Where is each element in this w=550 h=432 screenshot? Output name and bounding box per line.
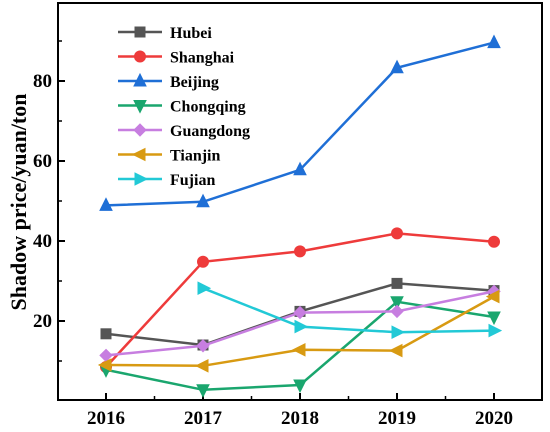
legend-label: Beijing	[170, 74, 219, 91]
y-tick-label: 80	[33, 71, 52, 92]
data-point	[293, 305, 307, 320]
y-axis-label: Shadow price/yuan/ton	[6, 94, 31, 311]
legend: Hubei Shanghai Beijing Chongqing Guangdong Ti…	[118, 25, 250, 189]
legend-marker	[134, 50, 146, 63]
data-point	[196, 339, 210, 353]
data-point	[487, 34, 501, 49]
series-layer	[97, 34, 503, 398]
data-point	[488, 323, 503, 338]
legend-label: Chongqing	[170, 99, 246, 116]
data-point	[293, 379, 307, 394]
legend-marker	[133, 72, 147, 87]
data-point	[197, 281, 212, 296]
legend-item: Hubei	[118, 25, 212, 42]
data-point	[294, 245, 306, 258]
data-point	[488, 235, 500, 248]
data-point	[390, 296, 404, 310]
y-tick-label: 20	[33, 311, 52, 332]
x-tick-label: 2017	[184, 408, 223, 429]
data-point	[487, 311, 501, 326]
legend-marker	[134, 172, 149, 186]
legend-item: Beijing	[118, 72, 219, 91]
y-tick-label: 40	[33, 231, 52, 252]
data-point	[194, 358, 209, 373]
data-point	[293, 161, 307, 176]
legend-item: Tianjin	[118, 148, 221, 165]
data-point	[391, 277, 403, 289]
series-beijing	[99, 34, 501, 211]
data-point	[388, 343, 403, 358]
x-tick-label: 2020	[475, 408, 513, 429]
data-point	[390, 59, 404, 74]
legend-item: Guangdong	[118, 123, 250, 140]
legend-label: Hubei	[170, 25, 212, 42]
legend-label: Guangdong	[170, 123, 250, 140]
legend-marker	[131, 147, 146, 162]
legend-label: Fujian	[170, 172, 215, 189]
data-point	[291, 342, 306, 357]
data-point	[391, 325, 406, 340]
series-line	[105, 41, 495, 207]
x-tick-label: 2016	[87, 408, 125, 429]
legend-label: Shanghai	[170, 50, 235, 67]
axis-ticks: 20 40 60 80 2016 2017 2018 2019 2020	[33, 40, 513, 429]
legend-marker	[133, 123, 147, 137]
x-tick-label: 2018	[281, 408, 319, 429]
legend-item: Chongqing	[118, 99, 246, 116]
data-point	[97, 358, 112, 372]
legend-item: Fujian	[118, 172, 215, 189]
series-line	[202, 287, 495, 334]
legend-marker	[133, 100, 147, 114]
data-point	[197, 255, 209, 268]
legend-item: Shanghai	[118, 50, 235, 67]
series-fujian	[197, 281, 503, 340]
x-tick-label: 2019	[378, 408, 416, 429]
legend-marker	[134, 26, 146, 38]
legend-label: Tianjin	[170, 148, 221, 165]
data-point	[99, 197, 113, 211]
data-point	[196, 193, 210, 208]
data-point	[294, 319, 309, 334]
data-point	[196, 384, 210, 398]
y-tick-label: 60	[33, 151, 52, 172]
data-point	[100, 328, 112, 340]
data-point	[485, 289, 500, 304]
data-point	[391, 227, 403, 240]
data-point	[390, 304, 404, 319]
